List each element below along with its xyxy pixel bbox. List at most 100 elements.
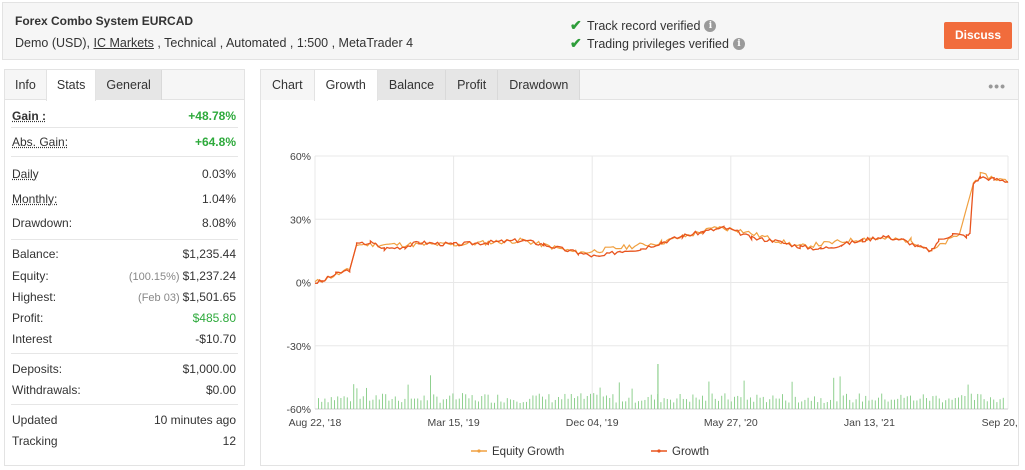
volume-bar	[321, 401, 323, 409]
tab-chart[interactable]: Chart	[261, 70, 314, 100]
tab-profit[interactable]: Profit	[446, 70, 499, 100]
stat-label[interactable]: Abs. Gain:	[12, 135, 69, 149]
volume-bar	[852, 402, 854, 409]
volume-bar	[609, 397, 611, 409]
volume-bar	[388, 400, 390, 409]
volume-bar	[564, 393, 566, 409]
volume-bar	[548, 394, 550, 409]
volume-bar	[916, 400, 918, 409]
volume-bar	[999, 399, 1001, 409]
volume-bar	[766, 402, 767, 409]
volume-bar	[964, 395, 966, 409]
volume-bar	[487, 394, 489, 409]
stat-highest: Highest: (Feb 03) $1,501.65	[11, 286, 238, 307]
volume-bar	[919, 398, 921, 409]
volume-bar	[695, 397, 697, 409]
volume-bar	[708, 381, 710, 409]
stat-profit: Profit: $485.80	[11, 307, 238, 328]
volume-bar	[762, 396, 764, 409]
growth-line	[314, 175, 1009, 284]
stat-value: +48.78%	[188, 108, 236, 123]
volume-bars	[318, 364, 1004, 409]
volume-bar	[922, 394, 924, 409]
volume-bar	[778, 398, 780, 409]
stat-value: -$10.70	[195, 331, 236, 346]
tab-info[interactable]: Info	[15, 78, 36, 92]
volume-bar	[702, 395, 703, 409]
info-icon[interactable]: i	[704, 19, 717, 32]
volume-bar	[775, 398, 777, 409]
volume-bar	[868, 400, 870, 409]
tab-drawdown[interactable]: Drawdown	[498, 70, 581, 100]
stat-sub: (Feb 03)	[138, 291, 180, 304]
volume-bar	[337, 396, 339, 409]
info-icon[interactable]: i	[732, 37, 745, 50]
volume-bar	[983, 399, 985, 409]
volume-bar	[794, 396, 796, 409]
volume-bar	[644, 399, 646, 409]
chart-panel: Chart Growth Balance Profit Drawdown •••…	[260, 69, 1025, 466]
volume-bar	[874, 400, 876, 409]
stat-label: Interest	[12, 331, 53, 346]
tab-general[interactable]: General	[96, 70, 162, 100]
broker-link[interactable]: IC Markets	[93, 36, 154, 50]
stat-value: +64.8%	[194, 135, 236, 149]
meta-prefix: Demo (USD),	[15, 36, 94, 50]
chart-legend: Equity Growth Growth	[471, 446, 709, 458]
tab-balance[interactable]: Balance	[377, 70, 447, 100]
growth-chart: 60% 30% 0% -30% -60% Aug 22, '18 Mar 15, '19 D…	[286, 151, 1025, 458]
volume-bar	[570, 394, 572, 409]
volume-bar	[718, 400, 719, 409]
tab-growth[interactable]: Growth	[313, 70, 378, 101]
volume-bar	[734, 396, 735, 409]
stat-label[interactable]: Gain :	[12, 108, 47, 123]
equity-growth-line	[314, 171, 1009, 283]
volume-bar	[974, 399, 975, 409]
volume-bar	[468, 398, 470, 409]
volume-bar	[478, 401, 479, 409]
volume-bar	[938, 398, 940, 409]
volume-bar	[353, 384, 355, 409]
volume-bar	[839, 376, 841, 409]
stats-panel: Info Stats General Gain : +48.78% Abs. G…	[4, 69, 245, 466]
stat-label[interactable]: Monthly:	[12, 192, 58, 206]
stat-abs-gain: Abs. Gain: +64.8%	[11, 128, 238, 156]
legend-marker	[477, 449, 481, 453]
volume-bar	[666, 398, 668, 409]
y-tick-label: 0%	[296, 278, 311, 290]
chart-tabs: Chart Growth Balance Profit Drawdown •••	[261, 70, 1018, 101]
volume-bar	[372, 399, 374, 409]
volume-bar	[894, 399, 895, 409]
volume-bar	[641, 400, 643, 409]
volume-bar	[929, 400, 931, 409]
volume-bar	[506, 398, 508, 409]
volume-bar	[513, 400, 515, 409]
track-record-verified: ✔ Track record verified i	[570, 17, 717, 34]
x-tick-label: Dec 04, '19	[566, 417, 619, 429]
stat-value: 10 minutes ago	[153, 412, 236, 427]
legend-label: Growth	[672, 446, 709, 458]
volume-bar	[753, 401, 755, 409]
stat-value: $1,501.65	[182, 289, 236, 304]
stat-value: $0.00	[205, 382, 236, 397]
stat-gain: Gain : +48.78%	[11, 104, 238, 127]
volume-bar	[580, 393, 582, 409]
volume-bar	[522, 402, 524, 409]
volume-bar	[862, 401, 863, 409]
tab-stats[interactable]: Stats	[45, 70, 97, 101]
volume-bar	[814, 396, 815, 409]
volume-bar	[993, 399, 995, 409]
volume-bar	[951, 399, 953, 409]
volume-bar	[689, 401, 691, 409]
volume-bar	[887, 401, 889, 409]
volume-bar	[663, 398, 665, 409]
volume-bar	[458, 398, 460, 409]
stat-label[interactable]: Daily	[12, 167, 39, 181]
volume-bar	[586, 395, 588, 409]
volume-bar	[433, 394, 435, 409]
discuss-button[interactable]: Discuss	[944, 22, 1012, 49]
stat-daily: Daily 0.03%	[11, 157, 238, 187]
more-options-icon[interactable]: •••	[988, 78, 1006, 94]
volume-bar	[769, 399, 771, 409]
volume-bar	[884, 399, 886, 409]
